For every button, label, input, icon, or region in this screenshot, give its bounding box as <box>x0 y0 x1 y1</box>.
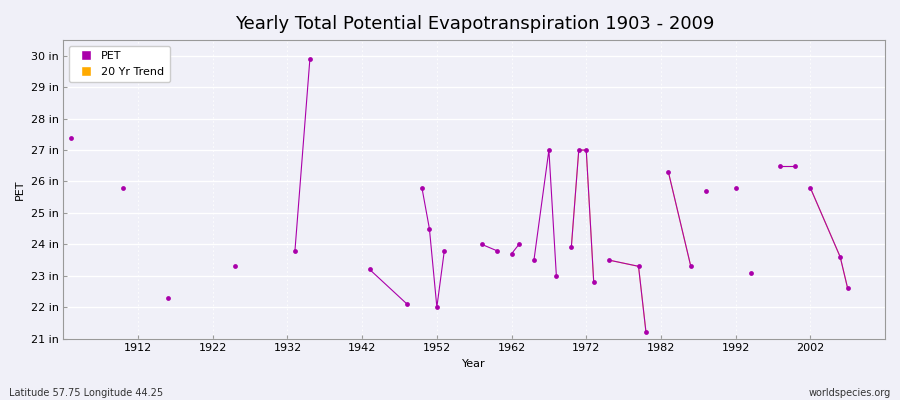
Point <box>512 241 526 248</box>
Point <box>841 285 855 292</box>
Text: worldspecies.org: worldspecies.org <box>809 388 891 398</box>
Point <box>572 147 586 153</box>
Point <box>743 270 758 276</box>
Point <box>429 304 444 310</box>
Point <box>415 184 429 191</box>
Point <box>587 279 601 285</box>
Point <box>542 147 556 153</box>
Point <box>549 272 563 279</box>
Point <box>302 56 317 62</box>
Point <box>833 254 848 260</box>
Y-axis label: PET: PET <box>15 179 25 200</box>
Point <box>64 134 78 141</box>
Point <box>161 294 176 301</box>
Point <box>698 188 713 194</box>
Point <box>490 248 504 254</box>
Text: Latitude 57.75 Longitude 44.25: Latitude 57.75 Longitude 44.25 <box>9 388 163 398</box>
Point <box>504 250 518 257</box>
Point <box>631 263 645 270</box>
Point <box>422 226 436 232</box>
Point <box>564 244 579 251</box>
Legend: PET, 20 Yr Trend: PET, 20 Yr Trend <box>69 46 170 82</box>
Point <box>116 184 130 191</box>
Title: Yearly Total Potential Evapotranspiration 1903 - 2009: Yearly Total Potential Evapotranspiratio… <box>235 15 714 33</box>
Point <box>662 169 676 175</box>
Point <box>601 257 616 263</box>
Point <box>363 266 377 273</box>
Point <box>803 184 817 191</box>
Point <box>773 162 788 169</box>
Point <box>788 162 803 169</box>
X-axis label: Year: Year <box>463 359 486 369</box>
Point <box>437 248 452 254</box>
Point <box>526 257 541 263</box>
Point <box>579 147 593 153</box>
Point <box>639 329 653 336</box>
Point <box>684 263 698 270</box>
Point <box>288 248 302 254</box>
Point <box>474 241 489 248</box>
Point <box>728 184 742 191</box>
Point <box>400 301 414 307</box>
Point <box>228 263 242 270</box>
